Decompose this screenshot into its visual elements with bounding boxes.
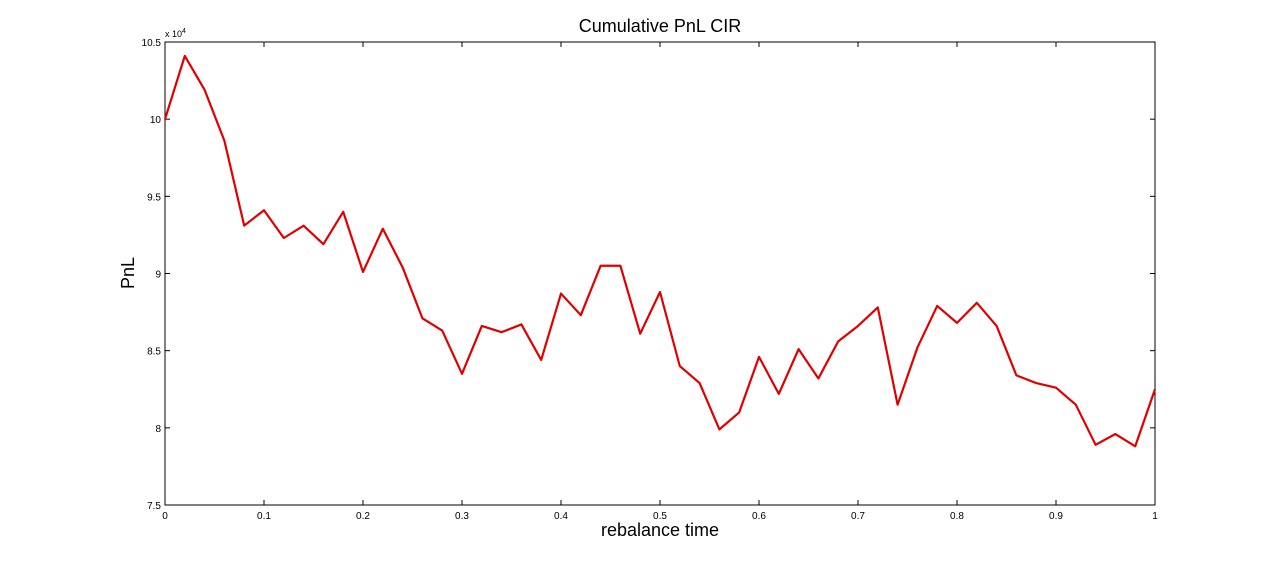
x-tick-label: 0.3 — [455, 511, 469, 522]
y-tick-label: 9 — [155, 270, 161, 281]
plot-area — [164, 41, 1156, 506]
y-multiplier-base: x 10 — [165, 29, 182, 39]
y-tick-label: 10.5 — [142, 38, 162, 49]
y-axis-label: PnL — [118, 257, 138, 289]
x-tick-label: 0.4 — [554, 511, 568, 522]
x-tick-label: 0.9 — [1049, 511, 1063, 522]
x-tick-label: 0.8 — [950, 511, 964, 522]
x-tick-label: 0.6 — [752, 511, 766, 522]
y-multiplier-exponent: 4 — [182, 28, 186, 35]
ticks-layer: 0 0.1 0.2 0.3 0.4 0.5 0.6 0.7 0.8 0.9 1 7.5 8 8.5 9 9.5… — [142, 38, 1159, 522]
x-tick-label: 0.1 — [257, 511, 271, 522]
x-tick-label: 0.2 — [356, 511, 370, 522]
y-tick-label: 9.5 — [147, 192, 161, 203]
x-axis-label: rebalance time — [601, 520, 719, 540]
x-tick-label: 0.5 — [653, 511, 667, 522]
y-tick-label: 8 — [155, 424, 161, 435]
x-tick-label: 0 — [162, 511, 168, 522]
series-layer — [163, 54, 1157, 448]
x-tick-label: 0.7 — [851, 511, 865, 522]
x-tick-label: 1 — [1152, 511, 1158, 522]
y-axis-multiplier: x 104 — [165, 28, 186, 39]
y-tick-label: 10 — [150, 115, 162, 126]
y-tick-label: 8.5 — [147, 347, 161, 358]
chart-title: Cumulative PnL CIR — [579, 16, 741, 36]
series-line — [163, 54, 1157, 448]
y-tick-label: 7.5 — [147, 501, 161, 512]
